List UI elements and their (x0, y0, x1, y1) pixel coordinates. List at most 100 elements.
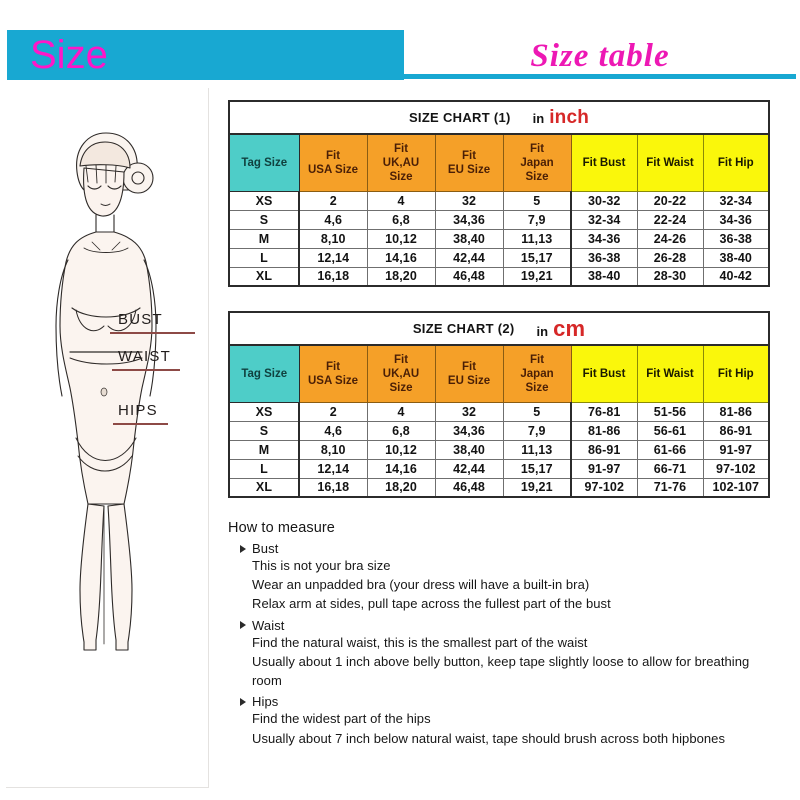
cell-fit-japan: 5 (502, 401, 572, 422)
cell-fit-ukau: 6,8 (366, 420, 436, 441)
howto-head-bust-label: Bust (252, 541, 279, 556)
header-rule (404, 74, 796, 79)
howto-line: Relax arm at sides, pull tape across the… (252, 596, 611, 612)
size-chart-1-unit: inch (549, 106, 590, 128)
cell-fit-waist: 71-76 (636, 477, 704, 498)
table-row: M 8,10 10,12 38,40 11,13 34-36 24-26 36-… (228, 228, 770, 249)
cell-fit-ukau: 4 (366, 401, 436, 422)
col-header-fit-waist: Fit Waist (636, 133, 704, 192)
table-row: L 12,14 14,16 42,44 15,17 91-97 66-71 97… (228, 458, 770, 479)
cell-fit-usa: 2 (298, 190, 368, 211)
howto-head-waist: Waist (240, 618, 773, 633)
cell-fit-hip: 91-97 (702, 439, 770, 460)
howto-group-bust: Bust This is not your bra size Wear an u… (228, 541, 773, 614)
body-figure-illustration (14, 120, 194, 660)
table-row: S 4,6 6,8 34,36 7,9 32-34 22-24 34-36 (228, 209, 770, 230)
cell-fit-hip: 36-38 (702, 228, 770, 249)
howto-head-bust: Bust (240, 541, 773, 556)
line-hips (113, 423, 168, 425)
cell-fit-waist: 24-26 (636, 228, 704, 249)
cell-fit-waist: 28-30 (636, 266, 704, 287)
size-chart-2-title-cell: SIZE CHART (2) in cm (228, 311, 770, 346)
howto-line: This is not your bra size (252, 558, 391, 573)
cell-tag-size: L (228, 458, 300, 479)
col-header-fit-waist: Fit Waist (636, 344, 704, 403)
cell-fit-usa: 8,10 (298, 439, 368, 460)
cell-fit-waist: 51-56 (636, 401, 704, 422)
cell-fit-ukau: 14,16 (366, 247, 436, 268)
cell-fit-japan: 5 (502, 190, 572, 211)
cell-fit-usa: 12,14 (298, 247, 368, 268)
cell-tag-size: XL (228, 266, 300, 287)
cell-fit-usa: 16,18 (298, 477, 368, 498)
cell-fit-japan: 15,17 (502, 247, 572, 268)
col-header-tag-size: Tag Size (228, 133, 300, 192)
cell-fit-ukau: 6,8 (366, 209, 436, 230)
col-header-fit-hip: Fit Hip (702, 133, 770, 192)
line-bust (110, 332, 195, 334)
howto-line: Find the natural waist, this is the smal… (252, 634, 588, 650)
label-waist: WAIST (118, 348, 171, 365)
cell-fit-usa: 12,14 (298, 458, 368, 479)
cell-fit-usa: 4,6 (298, 209, 368, 230)
cell-fit-hip: 40-42 (702, 266, 770, 287)
cell-fit-bust: 34-36 (570, 228, 638, 249)
cell-fit-bust: 30-32 (570, 190, 638, 211)
cell-fit-hip: 97-102 (702, 458, 770, 479)
cell-fit-eu: 34,36 (434, 420, 504, 441)
size-chart-2-table: SIZE CHART (2) in cm Tag Size Fit USA Siz… (228, 311, 771, 498)
table-row: XL 16,18 18,20 46,48 19,21 38-40 28-30 4… (228, 266, 770, 287)
cell-fit-ukau: 10,12 (366, 228, 436, 249)
table-header-row: Tag Size Fit USA Size Fit UK,AU Size Fit EU … (228, 133, 770, 192)
cell-fit-hip: 102-107 (702, 477, 770, 498)
cell-fit-waist: 61-66 (636, 439, 704, 460)
table-spacer (228, 287, 773, 311)
col-header-fit-usa-size: Fit USA Size (298, 133, 368, 192)
howto-head-waist-label: Waist (252, 617, 285, 633)
size-chart-1-unit-prefix: in (532, 110, 545, 126)
col-header-fit-bust: Fit Bust (570, 344, 638, 403)
table-row: XL 16,18 18,20 46,48 19,21 97-102 71-76 … (228, 477, 770, 498)
howto-head-hips: Hips (240, 694, 773, 709)
cell-tag-size: XS (228, 401, 300, 422)
table-row: XS 2 4 32 5 76-81 51-56 81-86 (228, 401, 770, 422)
cell-fit-eu: 38,40 (434, 228, 504, 249)
size-chart-2-unit-prefix: in (536, 323, 549, 339)
col-header-fit-japan-size: Fit Japan Size (502, 344, 572, 403)
col-header-fit-uk-au-size: Fit UK,AU Size (366, 133, 436, 192)
cell-fit-usa: 4,6 (298, 420, 368, 441)
cell-fit-hip: 32-34 (702, 190, 770, 211)
cell-fit-japan: 19,21 (502, 477, 572, 498)
cell-tag-size: S (228, 420, 300, 441)
cell-fit-ukau: 14,16 (366, 458, 436, 479)
cell-fit-ukau: 18,20 (366, 266, 436, 287)
size-chart-1-title: SIZE CHART (1) (408, 110, 511, 125)
howto-line: Wear an unpadded bra (your dress will ha… (252, 577, 590, 593)
cell-fit-waist: 22-24 (636, 209, 704, 230)
cell-fit-ukau: 18,20 (366, 477, 436, 498)
cell-fit-japan: 11,13 (502, 439, 572, 460)
how-to-measure-section: How to measure Bust This is not your bra… (228, 520, 773, 748)
cell-fit-bust: 91-97 (570, 458, 638, 479)
size-chart-1-table: SIZE CHART (1) in inch Tag Size Fit USA S… (228, 100, 770, 287)
howto-line: Find the widest part of the hips (252, 711, 431, 727)
cell-fit-bust: 97-102 (570, 477, 638, 498)
cell-fit-bust: 76-81 (570, 401, 638, 422)
female-body-line-drawing (55, 132, 157, 651)
cell-fit-eu: 42,44 (434, 247, 504, 268)
col-header-fit-eu-size: Fit EU Size (434, 133, 504, 192)
size-chart-2-title: SIZE CHART (2) (412, 321, 515, 336)
table-row: M 8,10 10,12 38,40 11,13 86-91 61-66 91-… (228, 439, 770, 460)
cell-fit-bust: 32-34 (570, 209, 638, 230)
cell-fit-hip: 38-40 (702, 247, 770, 268)
cell-fit-eu: 32 (434, 190, 504, 211)
col-header-fit-bust: Fit Bust (570, 133, 638, 192)
cell-fit-waist: 56-61 (636, 420, 704, 441)
cell-fit-japan: 7,9 (502, 420, 572, 441)
content-column: SIZE CHART (1) in inch Tag Size Fit USA S… (228, 100, 773, 752)
cell-tag-size: XS (228, 190, 300, 211)
page-title: Size (30, 33, 108, 77)
cell-fit-bust: 81-86 (570, 420, 638, 441)
cell-fit-japan: 11,13 (502, 228, 572, 249)
triangle-bullet-icon (240, 697, 246, 706)
